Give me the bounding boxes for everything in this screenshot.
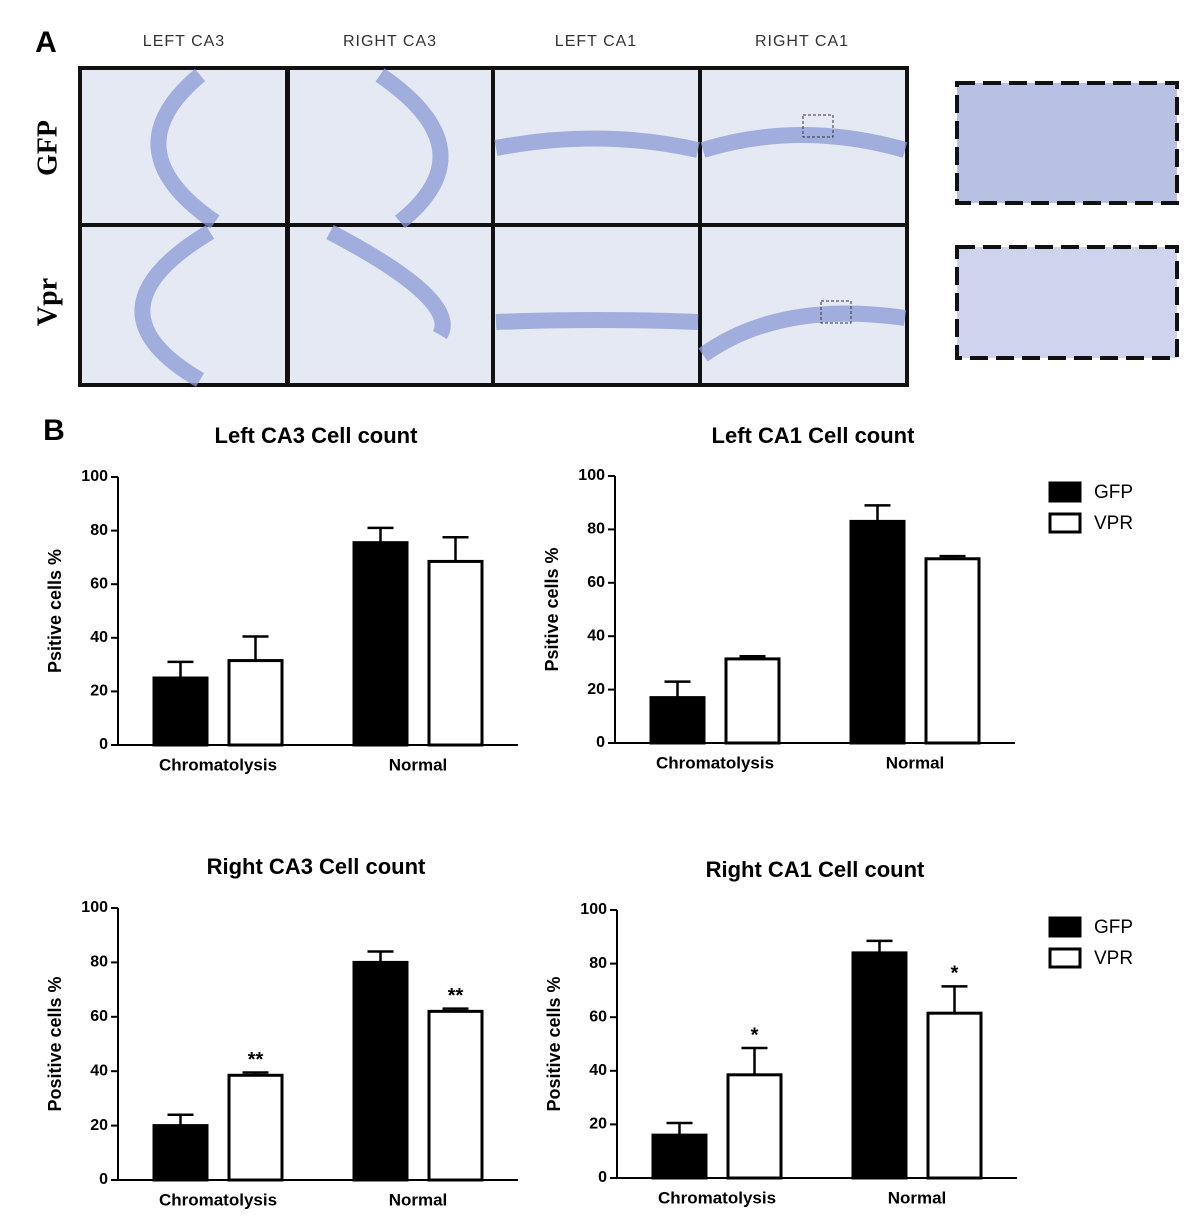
y-tick-label: 0 (596, 734, 605, 751)
panel-label: B (43, 414, 65, 447)
x-tick-label: Normal (886, 753, 945, 772)
y-tick-label: 100 (81, 468, 108, 485)
y-tick-label: 40 (90, 629, 108, 646)
column-label: RIGHT CA1 (755, 33, 849, 50)
bar (427, 1009, 484, 1182)
y-tick-label: 20 (90, 683, 108, 700)
y-tick-label: 60 (587, 574, 605, 591)
bar (152, 1124, 209, 1182)
y-tick-label: 100 (81, 899, 108, 916)
column-label: LEFT CA1 (555, 33, 637, 50)
significance: ** (248, 1049, 264, 1071)
y-tick-label: 60 (90, 1008, 108, 1025)
y-tick-label: 0 (99, 736, 108, 753)
y-tick-label: 60 (589, 1008, 607, 1025)
bar (651, 1133, 708, 1180)
column-label: LEFT CA3 (143, 33, 225, 50)
chart-title: Left CA1 Cell count (712, 423, 916, 448)
bar (849, 519, 906, 745)
x-tick-label: Chromatolysis (656, 753, 774, 772)
bar (926, 1011, 983, 1180)
y-tick-label: 0 (598, 1169, 607, 1186)
legend-swatch (1048, 512, 1082, 534)
chart-title: Right CA3 Cell count (207, 854, 426, 879)
significance: ** (448, 985, 464, 1007)
chart-title: Right CA1 Cell count (706, 857, 925, 882)
row-label: Vpr (32, 278, 63, 326)
bar (924, 557, 981, 745)
x-tick-label: Chromatolysis (658, 1188, 776, 1207)
row-label: GFP (32, 120, 63, 176)
bar (726, 1073, 783, 1180)
legend-swatch (1048, 481, 1082, 503)
bar (352, 960, 409, 1182)
bar (427, 559, 484, 747)
y-tick-label: 80 (90, 954, 108, 971)
x-tick-label: Normal (888, 1188, 947, 1207)
legend-label: GFP (1094, 917, 1133, 938)
bar (724, 657, 781, 745)
legend-swatch (1048, 947, 1082, 969)
significance: * (951, 963, 959, 985)
y-axis-label: Psitive cells % (45, 549, 65, 673)
y-tick-label: 20 (587, 681, 605, 698)
y-tick-label: 40 (90, 1062, 108, 1079)
legend-label: GFP (1094, 482, 1133, 503)
bar (851, 951, 908, 1180)
y-tick-label: 20 (589, 1116, 607, 1133)
y-tick-label: 100 (578, 467, 605, 484)
y-tick-label: 0 (99, 1171, 108, 1188)
bar (227, 1073, 284, 1182)
legend-swatch (1048, 916, 1082, 938)
y-axis-label: Positive cells % (45, 976, 65, 1111)
y-tick-label: 80 (589, 955, 607, 972)
legend-label: VPR (1094, 513, 1133, 534)
x-tick-label: Normal (389, 1190, 448, 1209)
bar (352, 541, 409, 747)
y-axis-label: Positive cells % (544, 976, 564, 1111)
bar (649, 696, 706, 745)
y-tick-label: 20 (90, 1117, 108, 1134)
x-tick-label: Normal (389, 755, 448, 774)
panel-label: A (35, 26, 57, 59)
chart-title: Left CA3 Cell count (215, 423, 419, 448)
legend-label: VPR (1094, 948, 1133, 969)
y-axis-label: Psitive cells % (542, 547, 562, 671)
column-label: RIGHT CA3 (343, 33, 437, 50)
y-tick-label: 100 (580, 901, 607, 918)
y-tick-label: 80 (90, 522, 108, 539)
bar (152, 676, 209, 747)
x-tick-label: Chromatolysis (159, 1190, 277, 1209)
bar (227, 659, 284, 747)
y-tick-label: 80 (587, 521, 605, 538)
x-tick-label: Chromatolysis (159, 755, 277, 774)
significance: * (751, 1024, 759, 1046)
y-tick-label: 40 (589, 1062, 607, 1079)
y-tick-label: 60 (90, 575, 108, 592)
y-tick-label: 40 (587, 627, 605, 644)
micrographs (78, 66, 1179, 387)
